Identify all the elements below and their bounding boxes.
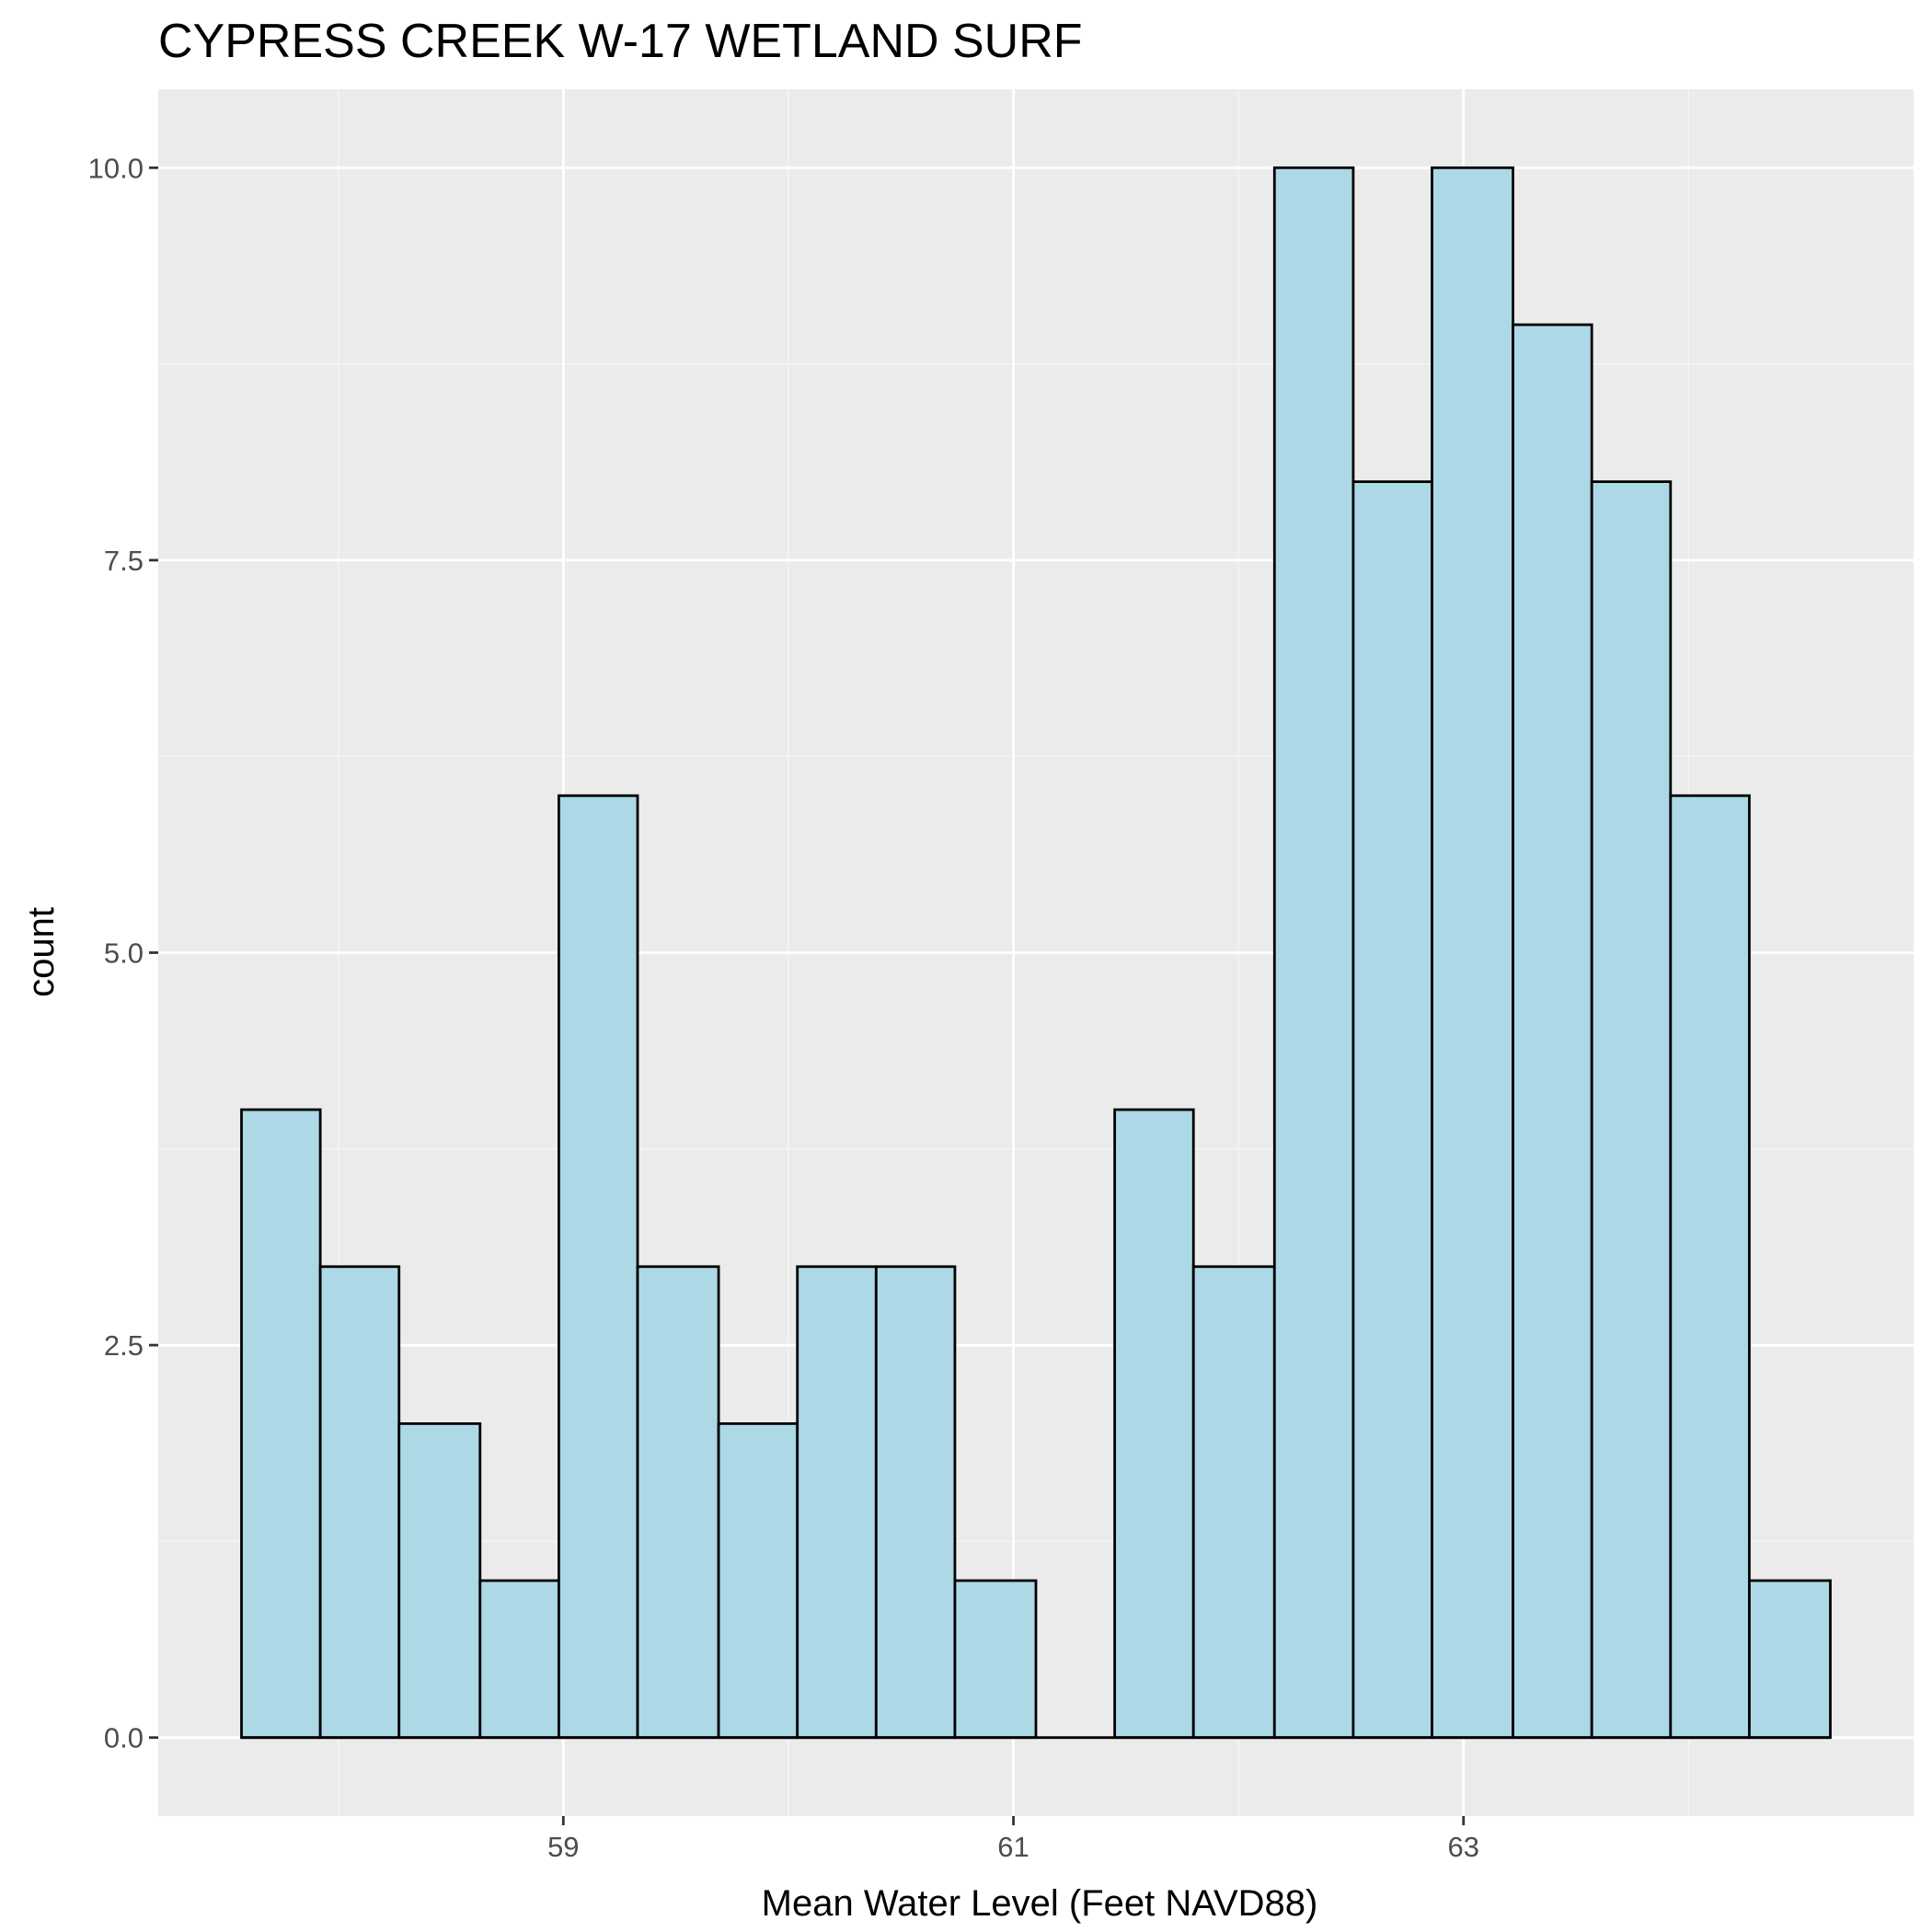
histogram-bars [240, 166, 1832, 1740]
histogram-bar-7 [717, 1422, 799, 1740]
histogram-bar-1 [240, 1108, 322, 1740]
histogram-bar-14 [1272, 166, 1355, 1740]
histogram-bar-20 [1748, 1579, 1832, 1740]
chart-title: CYPRESS CREEK W-17 WETLAND SURF [158, 15, 1083, 68]
histogram-bar-18 [1590, 480, 1673, 1740]
histogram-bar-9 [874, 1265, 957, 1740]
y-axis-title: count [21, 907, 62, 997]
y-tick-label: 5.0 [104, 937, 144, 970]
histogram-bar-16 [1431, 166, 1514, 1740]
y-tick-label: 2.5 [104, 1329, 144, 1362]
histogram-bar-5 [558, 794, 639, 1740]
histogram-bar-4 [478, 1579, 560, 1740]
histogram-bar-15 [1351, 480, 1433, 1740]
histogram-bar-8 [796, 1265, 878, 1740]
histogram-bar-19 [1669, 794, 1751, 1740]
x-tick-label: 61 [997, 1831, 1029, 1863]
histogram-bar-12 [1113, 1108, 1195, 1740]
histogram-bar-10 [953, 1579, 1038, 1740]
histogram-bar-2 [318, 1265, 401, 1740]
y-tick-label: 7.5 [104, 545, 144, 577]
x-axis-title: Mean Water Level (Feet NAVD88) [762, 1883, 1318, 1924]
histogram-bar-3 [397, 1422, 482, 1740]
x-tick-label: 63 [1448, 1831, 1479, 1863]
y-tick-label: 10.0 [88, 152, 144, 184]
histogram-bar-6 [636, 1265, 720, 1740]
histogram-bar-17 [1512, 323, 1593, 1740]
y-axis: 0.0 2.5 5.0 7.5 10.0 [88, 152, 158, 1754]
x-tick-label: 59 [547, 1831, 579, 1863]
y-tick-label: 0.0 [104, 1722, 144, 1754]
x-axis: 59 61 63 [547, 1816, 1479, 1863]
histogram-bar-13 [1191, 1265, 1276, 1740]
